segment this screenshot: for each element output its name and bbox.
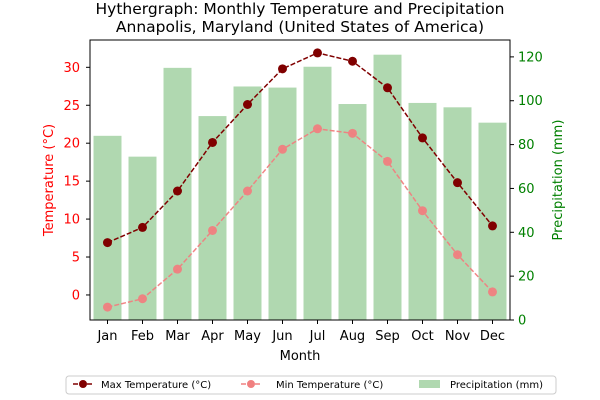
max-temp-point-jul xyxy=(313,48,322,58)
y-left-tick-label: 0 xyxy=(72,288,80,303)
legend-max-label: Max Temperature (°C) xyxy=(101,380,211,391)
y-left-tick-label: 20 xyxy=(63,137,80,152)
axes: 0 5 10 15 20 25 30 0 20 40 60 80 100 120 Jan Feb Mar Apr M… xyxy=(63,50,542,344)
precip-bar-may xyxy=(233,86,262,320)
max-temp-point-sep xyxy=(383,83,392,93)
max-temp-line xyxy=(107,52,494,244)
precip-bar-aug xyxy=(338,104,367,320)
min-temp-point-dec xyxy=(488,287,497,297)
max-temp-point-mar xyxy=(173,186,182,196)
x-tick-label: Nov xyxy=(445,329,471,344)
legend-max-marker xyxy=(79,380,87,388)
min-temp-point-oct xyxy=(418,206,427,216)
y-left-tick-label: 25 xyxy=(63,99,80,114)
y-right-tick-label: 0 xyxy=(518,314,526,329)
max-temp-point-feb xyxy=(138,222,147,232)
min-temp-line xyxy=(107,128,494,308)
y-left-tick-label: 5 xyxy=(72,251,80,266)
min-temp-point-feb xyxy=(138,294,147,304)
y-right-tick-label: 80 xyxy=(518,138,535,153)
precip-bar-feb xyxy=(128,156,157,320)
chart-title-line-1: Hythergraph: Monthly Temperature and Pre… xyxy=(96,0,505,18)
x-tick-label: Aug xyxy=(340,329,365,344)
min-temp-point-jun xyxy=(278,144,287,154)
min-temp-point-nov xyxy=(453,250,462,260)
precip-bar-dec xyxy=(478,122,507,320)
y-right-tick-label: 40 xyxy=(518,226,535,241)
x-tick-label: Jun xyxy=(271,329,292,344)
precip-bar-jun xyxy=(268,87,297,321)
x-tick-label: Jan xyxy=(96,329,117,344)
max-temp-point-apr xyxy=(208,137,217,147)
y-right-tick-label: 20 xyxy=(518,270,535,285)
y-right-tick-label: 60 xyxy=(518,182,535,197)
precip-bar-jul xyxy=(303,66,332,320)
max-temp-point-jan xyxy=(103,238,112,248)
x-tick-label: Feb xyxy=(131,329,154,344)
y-left-tick-label: 30 xyxy=(63,61,80,76)
min-temp-point-mar xyxy=(173,264,182,274)
min-temp-point-jan xyxy=(103,302,112,312)
x-tick-label: Apr xyxy=(201,329,224,344)
legend: Max Temperature (°C) Min Temperature (°C… xyxy=(65,375,557,395)
max-temp-point-dec xyxy=(488,221,497,231)
max-temp-point-may xyxy=(243,99,252,109)
y-left-tick-label: 10 xyxy=(63,213,80,228)
temperature-lines xyxy=(103,48,497,312)
x-tick-label: Mar xyxy=(165,329,190,344)
x-tick-label: Dec xyxy=(480,329,505,344)
legend-min-label: Min Temperature (°C) xyxy=(276,380,383,391)
plot-frame xyxy=(89,39,511,321)
y-right-tick-label: 120 xyxy=(518,50,543,65)
precip-bar-apr xyxy=(198,116,227,321)
min-temp-point-jul xyxy=(313,124,322,134)
y-axis-right-label: Precipitation (mm) xyxy=(551,120,566,241)
min-temp-point-aug xyxy=(348,128,357,138)
min-temp-point-apr xyxy=(208,225,217,235)
max-temp-point-oct xyxy=(418,133,427,143)
y-right-tick-label: 100 xyxy=(518,94,543,109)
y-axis-left-label: Temperature (°C) xyxy=(42,124,57,237)
precip-bar-jan xyxy=(93,135,122,320)
min-temp-point-sep xyxy=(383,156,392,166)
precip-bar-sep xyxy=(373,54,402,321)
legend-precip-label: Precipitation (mm) xyxy=(450,380,543,391)
x-tick-label: Jul xyxy=(309,329,326,344)
legend-min-marker xyxy=(247,380,255,388)
max-temp-point-aug xyxy=(348,56,357,66)
max-temp-point-nov xyxy=(453,178,462,188)
x-tick-label: May xyxy=(234,329,261,344)
min-temp-point-may xyxy=(243,186,252,196)
chart-title-line-2: Annapolis, Maryland (United States of Am… xyxy=(116,18,484,36)
x-tick-label: Oct xyxy=(411,329,433,344)
y-left-tick-label: 15 xyxy=(63,175,80,190)
legend-precip-swatch xyxy=(419,380,440,388)
x-tick-label: Sep xyxy=(375,329,400,344)
precip-bar-nov xyxy=(443,107,472,320)
max-temp-point-jun xyxy=(278,64,287,74)
x-axis-label: Month xyxy=(280,349,321,364)
precipitation-bars xyxy=(93,54,507,321)
